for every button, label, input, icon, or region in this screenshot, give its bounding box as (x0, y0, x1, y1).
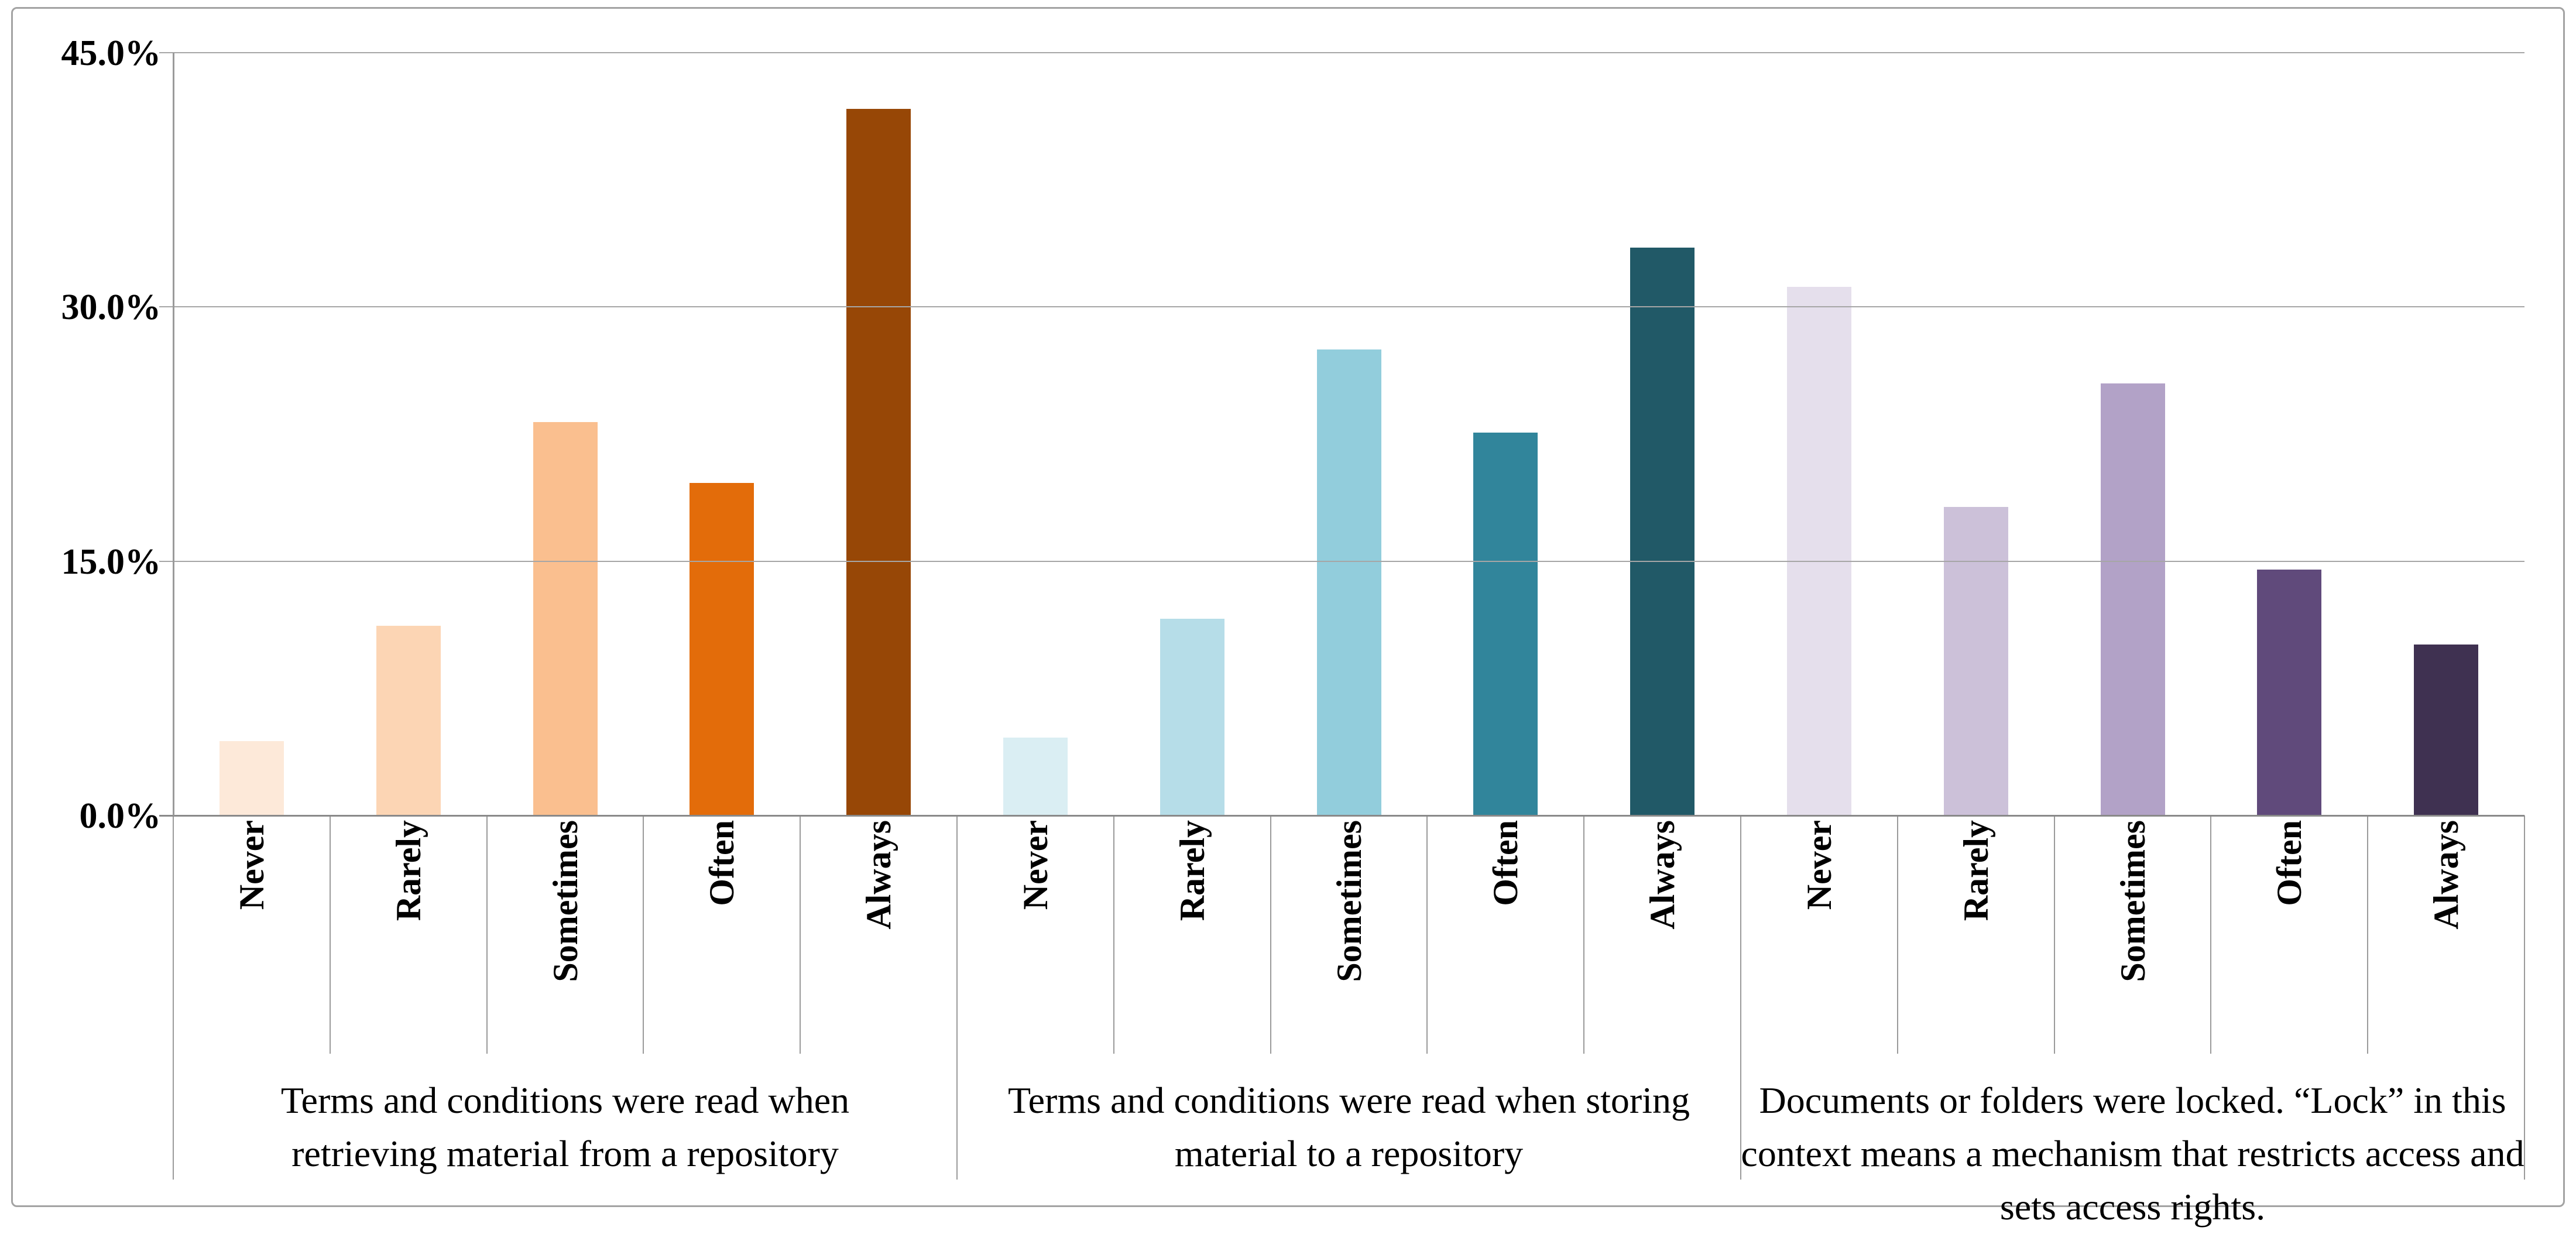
group-divider (1740, 815, 1741, 1180)
category-label-always: Always (800, 820, 957, 1053)
category-label-text: Sometimes (1329, 820, 1368, 982)
category-label-text: Sometimes (546, 820, 585, 982)
category-separator (643, 815, 644, 1054)
group-divider (956, 815, 958, 1180)
group-caption-2: Terms and conditions were read when stor… (957, 1074, 1741, 1181)
category-label-text: Often (702, 820, 741, 906)
category-separator (2210, 815, 2211, 1054)
category-label-never: Never (957, 820, 1114, 1053)
bar-always-group3 (2414, 645, 2478, 815)
group-caption-3: Documents or folders were locked. “Lock”… (1741, 1074, 2524, 1234)
group-caption-text: Documents or folders were locked. “Lock”… (1741, 1079, 2524, 1228)
category-label-sometimes: Sometimes (487, 820, 644, 1053)
category-label-text: Always (2426, 820, 2465, 930)
category-label-always: Always (1584, 820, 1741, 1053)
category-label-text: Never (1016, 820, 1055, 910)
category-label-text: Always (1642, 820, 1682, 930)
category-label-sometimes: Sometimes (2054, 820, 2211, 1053)
bar-rarely-group2 (1160, 619, 1224, 815)
bar-never-group3 (1787, 287, 1851, 815)
category-separator (1270, 815, 1271, 1054)
category-label-often: Often (643, 820, 800, 1053)
x-axis-line (159, 815, 2524, 817)
category-separator (486, 815, 488, 1054)
category-label-often: Often (2211, 820, 2368, 1053)
category-label-rarely: Rarely (1898, 820, 2054, 1053)
category-separator (1113, 815, 1114, 1054)
category-label-text: Never (232, 820, 271, 910)
category-separator (800, 815, 801, 1054)
category-label-text: Rarely (1172, 820, 1212, 921)
category-label-often: Often (1427, 820, 1584, 1053)
group-divider (2524, 815, 2525, 1180)
category-label-sometimes: Sometimes (1271, 820, 1428, 1053)
category-separator (2367, 815, 2368, 1054)
bar-sometimes-group2 (1317, 349, 1381, 815)
group-divider (173, 815, 174, 1180)
category-label-text: Rarely (389, 820, 428, 921)
category-separator (1583, 815, 1584, 1054)
bar-often-group2 (1473, 433, 1538, 815)
gridline (159, 560, 2524, 562)
category-label-never: Never (173, 820, 330, 1053)
category-separator (1426, 815, 1428, 1054)
group-caption-text: Terms and conditions were read when retr… (280, 1079, 850, 1174)
category-separator (330, 815, 331, 1054)
category-label-text: Often (1486, 820, 1525, 906)
bar-sometimes-group3 (2101, 383, 2165, 815)
gridline (159, 52, 2524, 53)
category-label-always: Always (2368, 820, 2524, 1053)
bar-sometimes-group1 (533, 422, 598, 815)
y-axis-line (173, 53, 174, 815)
group-caption-text: Terms and conditions were read when stor… (1008, 1079, 1690, 1174)
gridline (159, 306, 2524, 308)
category-label-text: Sometimes (2113, 820, 2152, 982)
bar-never-group2 (1003, 738, 1068, 815)
category-label-text: Always (859, 820, 898, 930)
y-tick-label: 30.0% (61, 287, 162, 328)
category-separator (1897, 815, 1898, 1054)
bar-often-group3 (2257, 570, 2321, 815)
category-label-text: Never (1799, 820, 1838, 910)
y-tick-label: 45.0% (61, 33, 162, 73)
category-label-rarely: Rarely (1114, 820, 1271, 1053)
category-label-never: Never (1741, 820, 1898, 1053)
bar-always-group1 (846, 109, 911, 815)
category-label-text: Rarely (1956, 820, 1995, 921)
category-label-rarely: Rarely (330, 820, 487, 1053)
y-tick-label: 15.0% (61, 541, 162, 582)
category-label-text: Often (2269, 820, 2309, 906)
bar-always-group2 (1630, 248, 1695, 815)
bar-never-group1 (219, 741, 284, 815)
group-caption-1: Terms and conditions were read when retr… (173, 1074, 957, 1181)
bar-often-group1 (690, 483, 754, 815)
y-tick-label: 0.0% (79, 796, 162, 836)
category-separator (2054, 815, 2055, 1054)
bar-rarely-group1 (376, 626, 441, 815)
bar-rarely-group3 (1944, 507, 2008, 815)
plot-area (173, 53, 2524, 815)
